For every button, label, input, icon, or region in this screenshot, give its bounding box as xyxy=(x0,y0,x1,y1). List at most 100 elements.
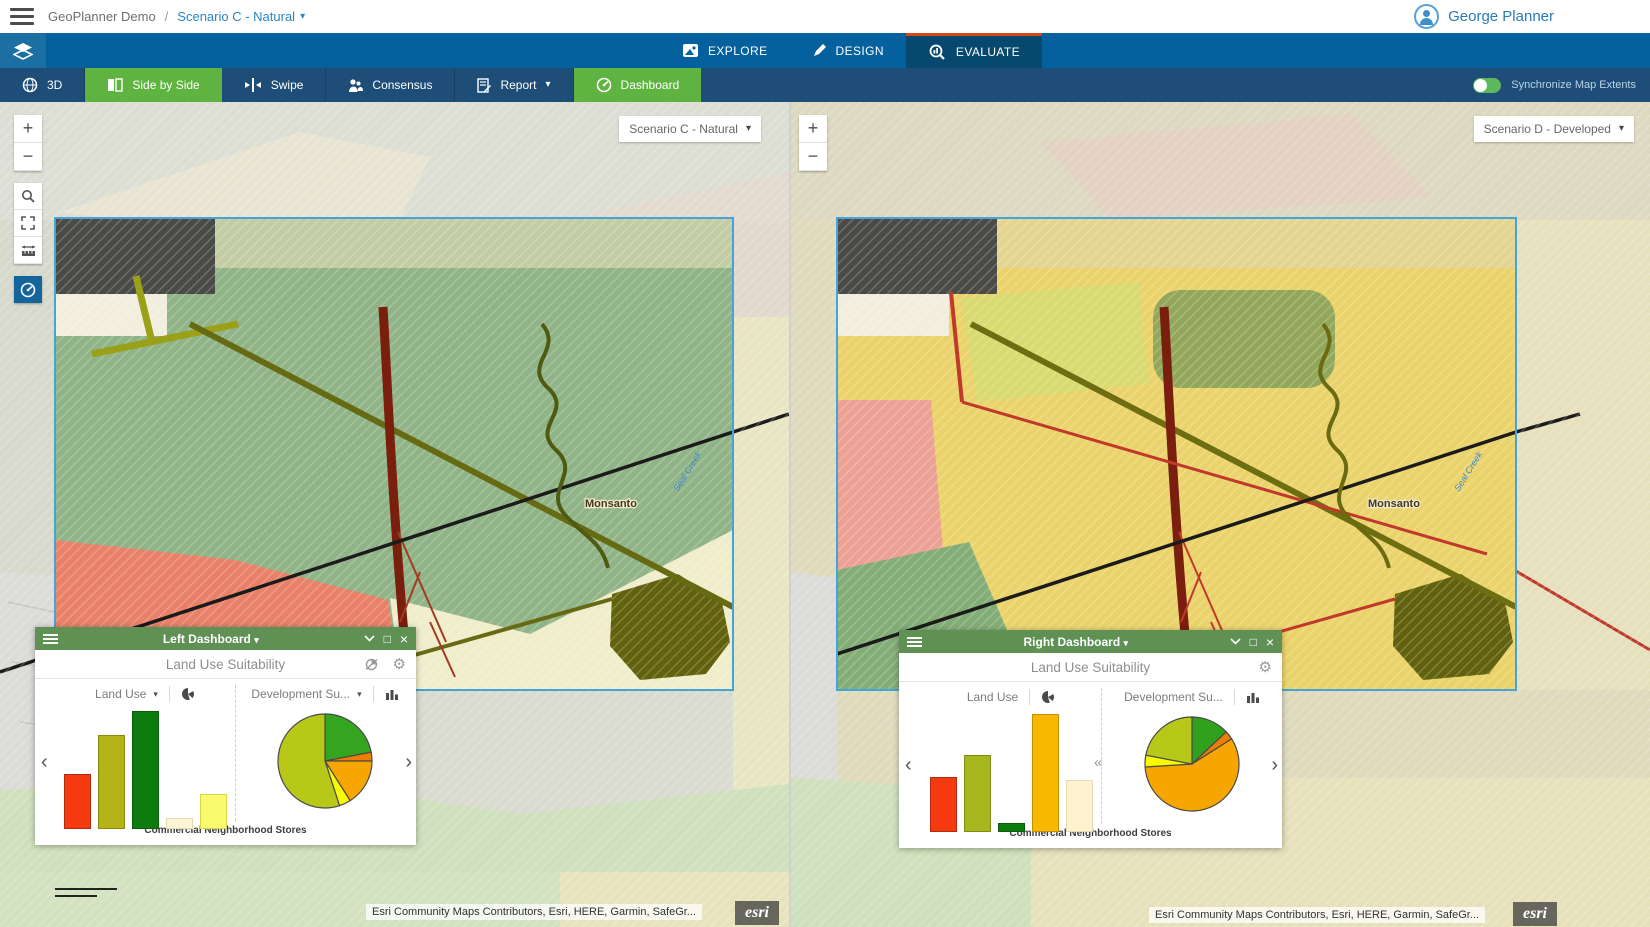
breadcrumb-separator: / xyxy=(165,9,169,24)
carousel-right-icon[interactable]: › xyxy=(405,751,412,774)
right-zoom-controls: + − xyxy=(799,115,827,171)
caret-down-icon: ▾ xyxy=(546,80,551,90)
zoom-out-button[interactable]: − xyxy=(14,143,42,171)
right-dashboard-title-dropdown[interactable]: Right Dashboard ▾ xyxy=(922,635,1230,649)
layers-button[interactable] xyxy=(0,33,46,68)
main-menu-icon[interactable] xyxy=(10,4,34,29)
bar-segment xyxy=(930,777,957,832)
scenario-breadcrumb-dropdown[interactable]: Scenario C - Natural ▾ xyxy=(177,9,305,24)
synchronize-label: Synchronize Map Extents xyxy=(1511,79,1636,91)
left-place-label: Monsanto xyxy=(585,498,637,510)
maximize-dashboard-icon[interactable]: □ xyxy=(384,633,391,645)
expand-extent-button[interactable] xyxy=(14,210,42,237)
caret-down-icon: ▾ xyxy=(300,12,305,22)
breadcrumb: GeoPlanner Demo / Scenario C - Natural ▾ xyxy=(48,9,305,24)
swipe-button[interactable]: Swipe xyxy=(222,68,327,102)
side-by-side-button[interactable]: Side by Side xyxy=(85,68,221,102)
widget-selector[interactable]: Development Su... xyxy=(1124,690,1223,704)
collapse-widget-icon[interactable]: « xyxy=(1094,754,1102,771)
pie-slice xyxy=(1146,717,1192,764)
layers-icon xyxy=(13,42,33,60)
carousel-left-icon[interactable]: ‹ xyxy=(41,751,48,774)
app-title: GeoPlanner Demo xyxy=(48,9,156,24)
right-scenario-selector[interactable]: Scenario D - Developed ▾ xyxy=(1474,116,1634,142)
caret-down-icon: ▾ xyxy=(746,124,751,134)
esri-logo: esri xyxy=(1513,902,1557,926)
tab-design[interactable]: DESIGN xyxy=(790,33,906,68)
right-dashboard-header: Right Dashboard ▾ □ × xyxy=(899,630,1282,653)
evaluate-toolbar: 3D Side by Side Swipe Consensus Report xyxy=(0,68,1650,102)
right-map-attribution: Esri Community Maps Contributors, Esri, … xyxy=(1149,907,1485,923)
carousel-right-icon[interactable]: › xyxy=(1271,754,1278,777)
bar-chart-icon[interactable] xyxy=(1246,691,1260,703)
dashboard-button[interactable]: Dashboard xyxy=(574,68,702,102)
left-dashboard-subtitle-row: Land Use Suitability ⚙ xyxy=(35,650,416,679)
pie-chart-icon[interactable] xyxy=(1041,690,1055,704)
dashboard-gauge-icon xyxy=(596,77,612,93)
explore-icon xyxy=(682,43,699,58)
consensus-button[interactable]: Consensus xyxy=(326,68,455,102)
zoom-in-button[interactable]: + xyxy=(799,115,827,143)
toolbar-right: Synchronize Map Extents xyxy=(1473,68,1650,102)
right-dashboard-body: ‹ Land Use « xyxy=(899,682,1282,828)
top-app-bar: GeoPlanner Demo / Scenario C - Natural ▾… xyxy=(0,0,1650,33)
globe-3d-icon xyxy=(22,77,38,93)
collapse-dashboard-icon[interactable] xyxy=(364,635,375,642)
chevron-down-icon xyxy=(364,635,375,642)
bar-segment xyxy=(64,774,91,829)
side-by-side-icon xyxy=(107,78,123,92)
maximize-dashboard-icon[interactable]: □ xyxy=(1250,636,1257,648)
left-dashboard-body: ‹ Land Use ▾ xyxy=(35,679,416,825)
dashboard-subtitle: Land Use Suitability xyxy=(166,657,285,672)
close-dashboard-icon[interactable]: × xyxy=(400,632,408,646)
bar-chart-icon[interactable] xyxy=(385,688,399,700)
tab-evaluate[interactable]: EVALUATE xyxy=(906,33,1042,68)
design-pencil-icon xyxy=(812,43,827,58)
map-dashboard-button[interactable] xyxy=(14,276,42,303)
search-icon xyxy=(21,189,35,203)
caret-down-icon: ▾ xyxy=(153,689,158,700)
carousel-left-icon[interactable]: ‹ xyxy=(905,754,912,777)
bar-segment xyxy=(998,823,1025,832)
widget-divider xyxy=(235,685,236,821)
search-button[interactable] xyxy=(14,183,42,210)
dashboard-menu-icon[interactable] xyxy=(907,635,922,649)
left-dashboard-title-dropdown[interactable]: Left Dashboard ▾ xyxy=(58,632,364,646)
user-menu[interactable]: George Planner xyxy=(1414,4,1554,29)
left-zoom-controls: + − xyxy=(14,115,42,171)
bar-segment xyxy=(964,755,991,832)
caret-down-icon: ▾ xyxy=(1124,638,1129,648)
3d-button[interactable]: 3D xyxy=(0,68,85,102)
gear-icon[interactable]: ⚙ xyxy=(1259,658,1272,676)
measure-ruler-icon xyxy=(21,244,36,257)
gear-icon[interactable]: ⚙ xyxy=(393,655,406,673)
left-scenario-selector[interactable]: Scenario C - Natural ▾ xyxy=(619,116,761,142)
scale-bar xyxy=(55,888,117,897)
visibility-icon[interactable] xyxy=(364,658,379,671)
collapse-dashboard-icon[interactable] xyxy=(1230,638,1241,645)
tab-explore[interactable]: EXPLORE xyxy=(660,33,790,68)
report-icon xyxy=(477,78,491,93)
report-button[interactable]: Report ▾ xyxy=(455,68,573,102)
development-suitability-widget: Development Su... ▾ xyxy=(241,683,409,811)
bar-segment xyxy=(1066,780,1093,832)
caret-down-icon: ▾ xyxy=(357,689,362,700)
pie-chart-icon[interactable] xyxy=(181,687,195,701)
close-dashboard-icon[interactable]: × xyxy=(1266,635,1274,649)
synchronize-toggle[interactable] xyxy=(1473,78,1501,93)
development-suitability-pie-chart xyxy=(1142,714,1242,814)
widget-selector[interactable]: Development Su... xyxy=(251,687,350,701)
widget-selector[interactable]: Land Use xyxy=(95,687,146,701)
esri-logo: esri xyxy=(735,901,779,925)
consensus-icon xyxy=(348,78,363,93)
zoom-in-button[interactable]: + xyxy=(14,115,42,143)
dashboard-menu-icon[interactable] xyxy=(43,632,58,646)
right-dashboard-panel: Right Dashboard ▾ □ × Land Use Suitabili… xyxy=(899,630,1282,848)
bar-segment xyxy=(98,735,125,829)
zoom-out-button[interactable]: − xyxy=(799,143,827,171)
measure-button[interactable] xyxy=(14,237,42,264)
development-suitability-widget: Development Su... xyxy=(1109,686,1275,814)
widget-selector[interactable]: Land Use xyxy=(967,690,1018,704)
development-suitability-pie-chart xyxy=(275,711,375,811)
user-avatar-icon xyxy=(1414,4,1439,29)
